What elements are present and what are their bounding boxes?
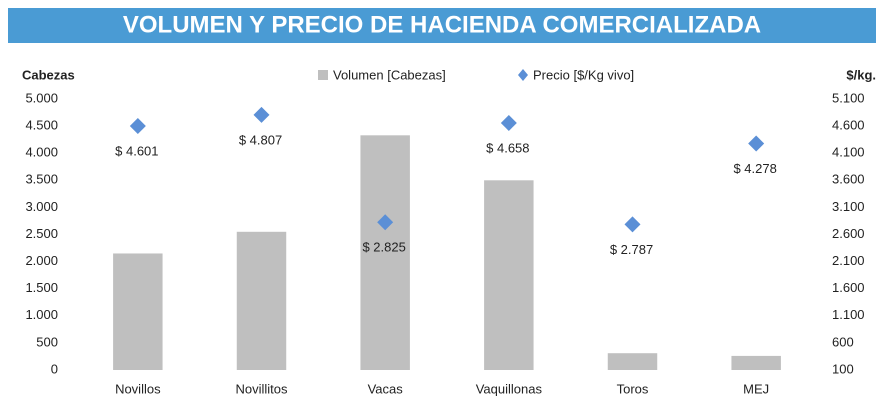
y2ticks-label: 1.100 xyxy=(832,307,865,322)
x-tick-label: Vaquillonas xyxy=(476,381,543,396)
bar xyxy=(236,231,287,370)
price-marker xyxy=(377,214,394,231)
yticks-label: 4.500 xyxy=(25,118,58,133)
data-label: $ 4.601 xyxy=(115,143,158,158)
yticks-label: 4.000 xyxy=(25,145,58,160)
y2-axis-title: $/kg. xyxy=(846,67,876,82)
yticks-label: 3.000 xyxy=(25,199,58,214)
yticks-label: 2.000 xyxy=(25,253,58,268)
y2ticks-label: 5.100 xyxy=(832,90,865,105)
yticks-label: 5.000 xyxy=(25,90,58,105)
data-label: $ 4.658 xyxy=(486,140,529,155)
bar xyxy=(731,355,781,370)
price-marker xyxy=(129,118,146,135)
yticks-label: 500 xyxy=(36,334,58,349)
chart-title: VOLUMEN Y PRECIO DE HACIENDA COMERCIALIZ… xyxy=(123,11,761,38)
y-axis-title: Cabezas xyxy=(22,67,75,82)
y2ticks-label: 600 xyxy=(832,334,854,349)
bar xyxy=(484,180,534,370)
x-tick-label: Vacas xyxy=(368,381,404,396)
yticks-label: 2.500 xyxy=(25,226,58,241)
title-banner xyxy=(8,8,876,43)
bar xyxy=(113,253,163,370)
yticks-label: 0 xyxy=(51,361,58,376)
y2ticks-label: 3.600 xyxy=(832,172,865,187)
yticks-label: 3.500 xyxy=(25,172,58,187)
x-tick-label: Novillos xyxy=(115,381,161,396)
price-marker xyxy=(748,135,765,152)
y2ticks-label: 2.600 xyxy=(832,226,865,241)
y2ticks-label: 2.100 xyxy=(832,253,865,268)
bar xyxy=(360,135,410,370)
bar xyxy=(607,353,658,370)
y2ticks-label: 3.100 xyxy=(832,199,865,214)
data-label: $ 4.807 xyxy=(239,132,282,147)
legend-label: Volumen [Cabezas] xyxy=(333,67,446,82)
x-tick-label: MEJ xyxy=(743,381,769,396)
data-label: $ 2.825 xyxy=(362,240,405,255)
price-marker xyxy=(624,216,641,233)
legend-swatch xyxy=(318,70,328,80)
y2ticks-label: 4.100 xyxy=(832,145,865,160)
y2ticks-label: 100 xyxy=(832,361,854,376)
y2ticks-label: 4.600 xyxy=(832,118,865,133)
x-tick-label: Novillitos xyxy=(235,381,288,396)
legend-label: Precio [$/Kg vivo] xyxy=(533,67,634,82)
yticks-label: 1.500 xyxy=(25,280,58,295)
x-tick-label: Toros xyxy=(617,381,649,396)
y2ticks-label: 1.600 xyxy=(832,280,865,295)
price-marker xyxy=(253,106,270,123)
data-label: $ 2.787 xyxy=(610,242,653,257)
legend-swatch xyxy=(518,69,528,81)
yticks-label: 1.000 xyxy=(25,307,58,322)
price-marker xyxy=(500,114,517,131)
data-label: $ 4.278 xyxy=(733,161,776,176)
